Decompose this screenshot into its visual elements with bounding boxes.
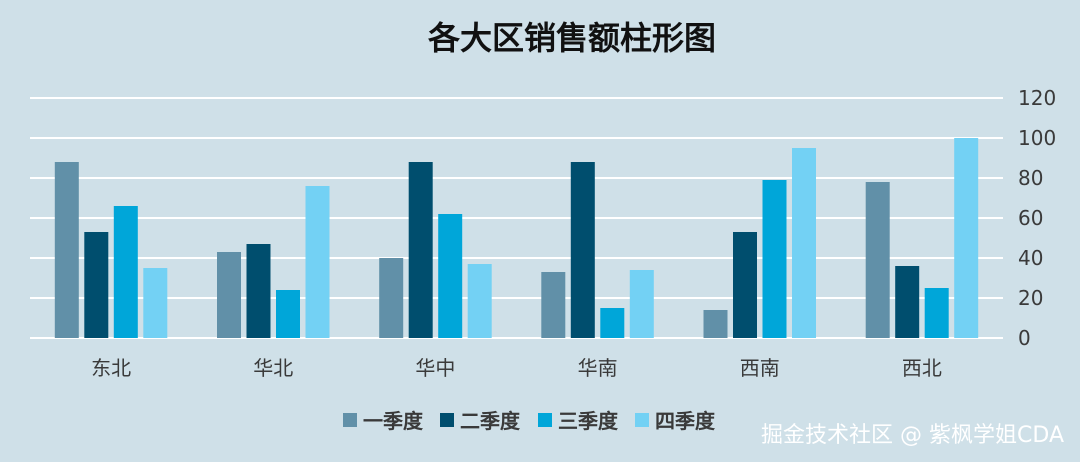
bar [629, 270, 654, 338]
y-tick-label: 100 [1018, 126, 1056, 150]
bar [600, 308, 625, 338]
category-labels: 东北 华北 华中 华南 西南 西北 [91, 356, 942, 380]
y-tick-label: 80 [1018, 166, 1043, 190]
legend-swatch [343, 413, 357, 427]
y-tick-label: 60 [1018, 206, 1043, 230]
bar [541, 272, 566, 338]
x-category-label: 东北 [91, 356, 131, 380]
bar [438, 214, 463, 338]
bar [895, 266, 920, 338]
bars [54, 138, 979, 338]
legend-label: 四季度 [655, 409, 716, 433]
legend: 一季度 二季度 三季度 四季度 [343, 409, 716, 433]
legend-swatch [635, 413, 649, 427]
watermark-text: 掘金技术社区 @ 紫枫学姐CDA [761, 423, 1064, 448]
bar [703, 310, 728, 338]
bar [733, 232, 757, 338]
y-tick-label: 40 [1018, 246, 1043, 270]
legend-swatch [538, 413, 552, 427]
bar [865, 182, 890, 338]
bar [467, 264, 492, 338]
gridlines [30, 97, 1003, 339]
legend-swatch [440, 413, 454, 427]
x-category-label: 华南 [578, 356, 618, 380]
bar [379, 258, 404, 338]
x-category-label: 西北 [902, 356, 942, 380]
bar [217, 252, 241, 338]
bar [143, 268, 168, 338]
bar [113, 206, 138, 338]
legend-label: 一季度 [363, 409, 424, 433]
bar [924, 288, 949, 338]
bar [954, 138, 979, 338]
bar [305, 186, 330, 338]
bar [408, 162, 433, 338]
x-category-label: 华中 [415, 356, 455, 380]
x-category-label: 西南 [740, 356, 780, 380]
y-tick-label: 20 [1018, 286, 1043, 310]
bar [762, 180, 787, 338]
legend-label: 二季度 [460, 409, 521, 433]
y-axis-ticks: 0 20 40 60 80 100 120 [1018, 86, 1056, 350]
chart-title: 各大区销售额柱形图 [428, 19, 716, 57]
bar [54, 162, 79, 338]
y-tick-label: 0 [1018, 326, 1031, 350]
x-category-label: 华北 [253, 356, 293, 380]
y-tick-label: 120 [1018, 86, 1056, 110]
bar [84, 232, 109, 338]
bar [792, 148, 816, 338]
bar [570, 162, 595, 338]
bar [246, 244, 271, 338]
legend-label: 三季度 [558, 409, 619, 433]
bar [276, 290, 300, 338]
